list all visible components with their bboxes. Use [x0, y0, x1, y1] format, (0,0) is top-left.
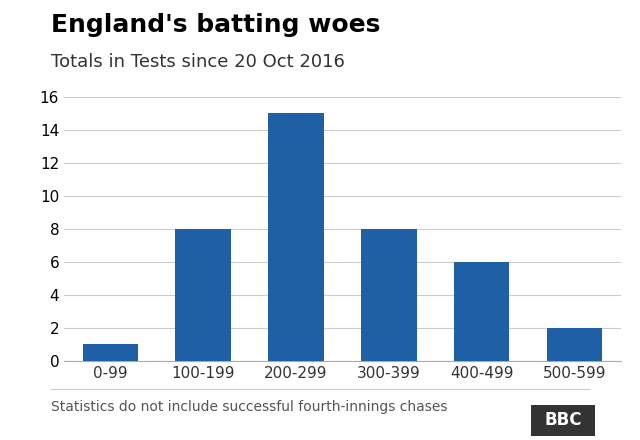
Bar [268, 113, 324, 361]
Text: Statistics do not include successful fourth-innings chases: Statistics do not include successful fou… [51, 400, 448, 414]
Bar [175, 229, 231, 361]
Text: Totals in Tests since 20 Oct 2016: Totals in Tests since 20 Oct 2016 [51, 53, 345, 71]
Text: BBC: BBC [545, 411, 582, 429]
Bar [361, 229, 417, 361]
Text: England's batting woes: England's batting woes [51, 13, 381, 37]
Bar [547, 328, 602, 361]
Bar [83, 344, 138, 361]
Bar [454, 262, 509, 361]
